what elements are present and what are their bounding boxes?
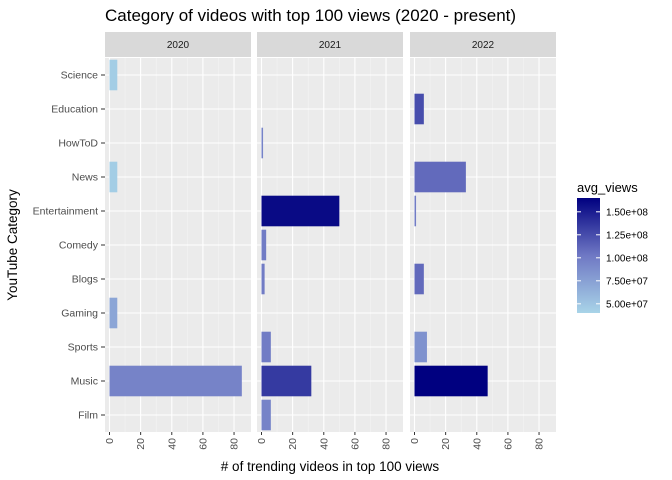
x-tick-label: 0 [409,438,421,444]
bar-2022-music [414,365,488,397]
y-tick-label-film: Film [78,410,98,422]
bar-2020-science [109,59,118,91]
bar-2022-blogs [414,263,424,295]
facet-strip [257,32,403,57]
bar-2022-education [414,93,424,125]
x-tick-label: 60 [197,438,209,450]
legend: avg_views 5.00e+07 7.50e+07 1.00e+08 1.25e+… [577,180,648,313]
legend-title: avg_views [577,180,638,195]
legend-tick-label: 1.25e+08 [606,230,648,241]
bar-2021-film [261,399,271,431]
legend-tick-label: 1.00e+08 [606,253,648,264]
legend-tick-label: 5.00e+07 [606,299,648,310]
panels: 2020 0 20 40 60 80 2021 0 20 40 60 80 2022 0 20 40 60 80 [104,32,556,450]
x-tick-label: 20 [135,438,147,450]
bar-2021-entertainment [261,195,340,227]
panel-2022: 2022 0 20 40 60 80 [409,32,556,450]
bar-2021-howtod [261,127,264,159]
bar-2020-music [109,365,242,397]
bar-2021-music [261,365,312,397]
x-tick-label: 60 [502,438,514,450]
y-tick-label-howtod: HowToD [58,138,98,150]
facet-strip [105,32,251,57]
bar-2021-comedy [261,229,267,261]
x-tick-label: 40 [471,438,483,450]
y-tick-label-sports: Sports [68,342,98,354]
bar-2022-entertainment [414,195,417,227]
x-axis-title: # of trending videos in top 100 views [221,459,440,474]
x-tick-label: 80 [381,438,393,450]
x-tick-label: 20 [440,438,452,450]
legend-tick-label: 7.50e+07 [606,276,648,287]
bar-2020-news [109,161,118,193]
y-axis-title: YouTube Category [5,189,20,301]
x-tick-label: 80 [229,438,241,450]
y-tick-label-gaming: Gaming [61,308,98,320]
panel-2021: 2021 0 20 40 60 80 [256,32,403,450]
bar-2022-sports [414,331,427,363]
y-tick-label-blogs: Blogs [72,274,98,286]
x-tick-label: 0 [104,438,116,444]
x-tick-label: 0 [256,438,268,444]
bar-2022-news [414,161,466,193]
y-axis: Science Education HowToD News Entertainment C… [33,70,105,422]
x-tick-label: 40 [166,438,178,450]
facet-strip-label: 2021 [319,40,342,51]
y-tick-label-news: News [72,172,98,184]
x-tick-label: 60 [349,438,361,450]
facet-strip [410,32,556,57]
legend-colorbar [577,198,600,313]
legend-ticks: 5.00e+07 7.50e+07 1.00e+08 1.25e+08 1.50e+08 [577,207,648,310]
facet-strip-label: 2022 [472,40,495,51]
bar-2020-gaming [109,297,118,329]
y-tick-label-education: Education [51,104,98,116]
bar-2021-blogs [261,263,265,295]
x-tick-label: 80 [534,438,546,450]
y-tick-label-science: Science [61,70,99,82]
y-tick-label-comedy: Comedy [59,240,99,252]
y-tick-label-entertainment: Entertainment [33,206,98,218]
y-tick-label-music: Music [71,376,98,388]
panel-2020: 2020 0 20 40 60 80 [104,32,251,450]
legend-tick-label: 1.50e+08 [606,207,648,218]
x-tick-label: 20 [287,438,299,450]
facet-strip-label: 2020 [167,40,190,51]
chart-title: Category of videos with top 100 views (2… [105,6,516,25]
bar-2021-sports [261,331,271,363]
x-tick-label: 40 [318,438,330,450]
